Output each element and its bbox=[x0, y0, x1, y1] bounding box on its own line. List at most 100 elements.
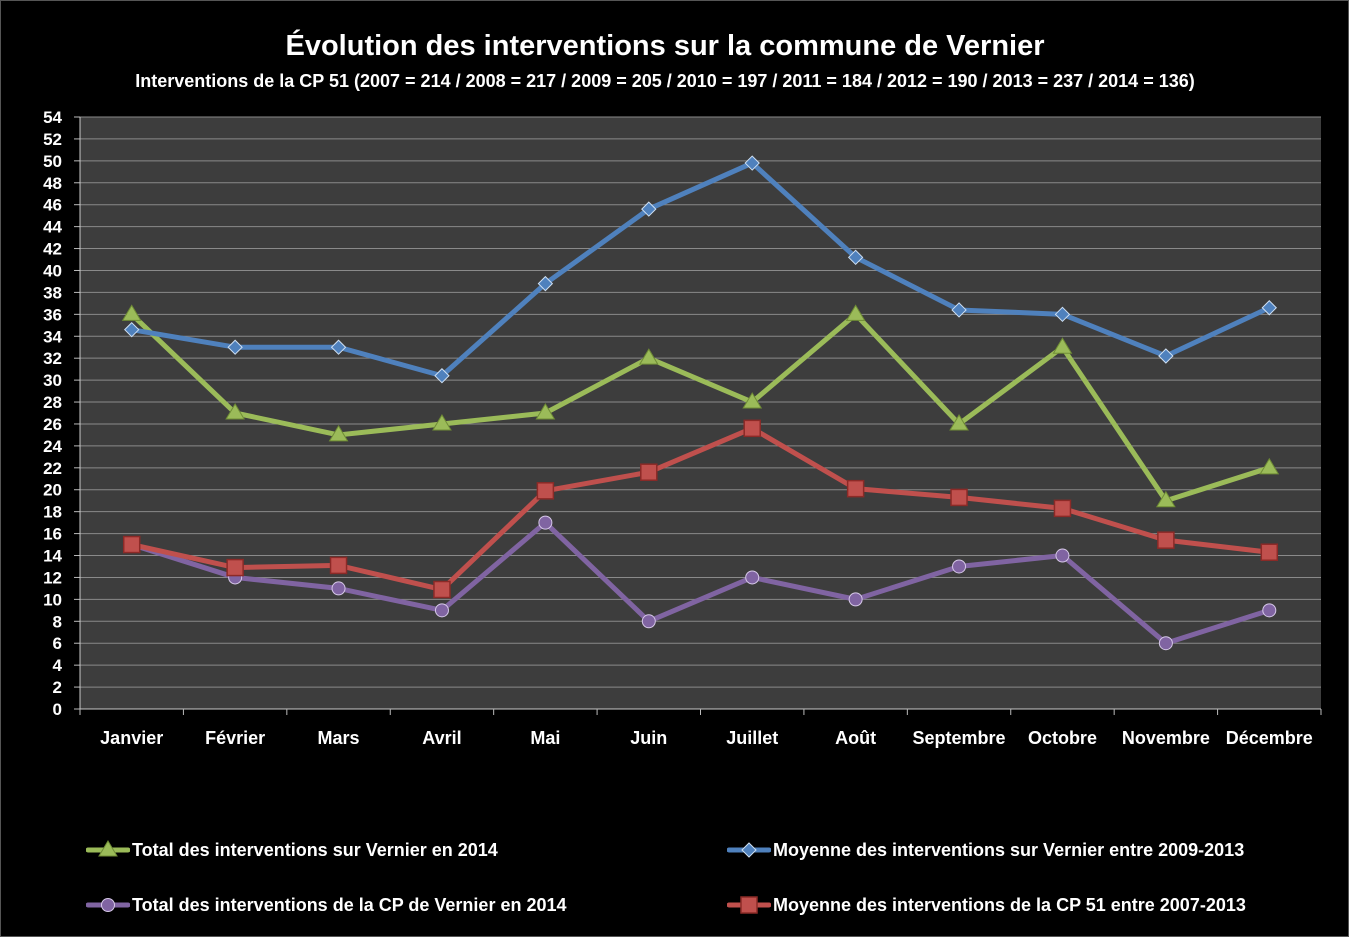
y-tick-label: 10 bbox=[43, 590, 62, 609]
data-point-circle bbox=[745, 570, 760, 585]
y-tick-label: 50 bbox=[43, 152, 62, 171]
y-tick-label: 12 bbox=[43, 568, 62, 587]
x-tick-label: Avril bbox=[422, 728, 461, 748]
data-point-square bbox=[640, 463, 658, 481]
y-axis-ticks: 0246810121416182022242628303234363840424… bbox=[43, 108, 62, 719]
data-point-triangle bbox=[845, 304, 866, 321]
x-tick-label: Août bbox=[835, 728, 876, 748]
data-point-square bbox=[740, 896, 758, 914]
data-point-diamond bbox=[1054, 306, 1071, 323]
y-tick-label: 44 bbox=[43, 218, 62, 237]
data-point-triangle bbox=[1155, 490, 1176, 508]
data-point-square bbox=[846, 479, 865, 498]
data-point-triangle bbox=[225, 403, 246, 420]
data-point-circle bbox=[1055, 548, 1070, 563]
gridlines bbox=[74, 116, 1321, 710]
legend-diamond-marker bbox=[727, 842, 771, 858]
y-tick-label: 28 bbox=[43, 393, 62, 412]
x-tick-label: Mai bbox=[530, 728, 560, 748]
x-tick-label: Septembre bbox=[913, 728, 1006, 748]
x-tick-label: Juillet bbox=[726, 728, 778, 748]
y-tick-label: 4 bbox=[53, 656, 63, 675]
data-point-diamond bbox=[741, 842, 757, 858]
legend-triangle-marker bbox=[86, 840, 130, 857]
data-point-square bbox=[536, 482, 555, 500]
data-point-circle bbox=[1262, 603, 1277, 618]
legend-item-blue-average-2009-2013: Moyenne des interventions sur Vernier en… bbox=[727, 838, 1244, 862]
series-line bbox=[129, 425, 1272, 593]
x-tick-label: Juin bbox=[630, 728, 667, 748]
y-tick-label: 38 bbox=[43, 283, 62, 302]
data-point-square bbox=[1157, 531, 1175, 549]
data-point-diamond bbox=[1261, 300, 1277, 316]
y-tick-label: 8 bbox=[53, 612, 62, 631]
data-point-square bbox=[950, 488, 968, 507]
legend-item-purple-cp-2014: Total des interventions de la CP de Vern… bbox=[86, 893, 567, 917]
data-point-circle bbox=[331, 581, 346, 596]
y-tick-label: 6 bbox=[53, 634, 62, 653]
legend-label: Total des interventions sur Vernier en 2… bbox=[132, 839, 498, 860]
plot-area bbox=[80, 117, 1321, 709]
x-tick-label: Décembre bbox=[1226, 728, 1313, 748]
y-tick-label: 24 bbox=[43, 437, 62, 456]
series-line bbox=[129, 520, 1272, 646]
data-point-triangle bbox=[742, 392, 763, 409]
legend-item-green-total-2014: Total des interventions sur Vernier en 2… bbox=[86, 838, 498, 862]
legend-label: Moyenne des interventions de la CP 51 en… bbox=[773, 894, 1246, 915]
data-point-diamond bbox=[951, 302, 967, 318]
data-point-triangle bbox=[1052, 337, 1073, 354]
x-tick-label: Octobre bbox=[1028, 728, 1097, 748]
legend-label: Total des interventions de la CP de Vern… bbox=[132, 894, 567, 915]
data-point-circle bbox=[848, 592, 863, 607]
y-tick-label: 18 bbox=[43, 503, 62, 522]
y-tick-label: 54 bbox=[43, 108, 62, 127]
y-tick-label: 36 bbox=[43, 305, 62, 324]
x-tick-label: Janvier bbox=[100, 728, 163, 748]
chart-title: Évolution des interventions sur la commu… bbox=[285, 30, 1045, 62]
y-tick-label: 32 bbox=[43, 349, 62, 368]
data-point-circle bbox=[952, 559, 967, 574]
y-tick-label: 52 bbox=[43, 130, 62, 149]
data-point-circle bbox=[641, 614, 656, 629]
legend-square-marker bbox=[727, 896, 771, 914]
x-tick-label: Février bbox=[205, 728, 265, 748]
data-point-square bbox=[743, 419, 761, 438]
data-point-triangle bbox=[949, 413, 969, 431]
data-point-triangle bbox=[1259, 457, 1280, 475]
y-tick-label: 2 bbox=[53, 678, 62, 697]
data-point-circle bbox=[101, 898, 115, 912]
y-tick-label: 48 bbox=[43, 174, 62, 193]
data-point-square bbox=[433, 580, 451, 599]
data-point-circle bbox=[1158, 636, 1173, 651]
data-point-diamond bbox=[330, 339, 347, 355]
series-square bbox=[122, 419, 1279, 599]
series-diamond bbox=[124, 155, 1277, 384]
legend-item-red-cp-average: Moyenne des interventions de la CP 51 en… bbox=[727, 893, 1246, 917]
y-tick-label: 34 bbox=[43, 327, 62, 346]
y-tick-label: 22 bbox=[43, 459, 62, 478]
x-axis-ticks: Janvier Février Mars Avril Mai Juin Juillet Aoû… bbox=[79, 709, 1322, 748]
y-tick-label: 20 bbox=[43, 481, 62, 500]
y-tick-label: 0 bbox=[53, 700, 62, 719]
data-point-diamond bbox=[847, 249, 864, 266]
data-point-diamond bbox=[124, 321, 140, 338]
series-line bbox=[129, 160, 1272, 379]
y-tick-label: 46 bbox=[43, 196, 62, 215]
data-point-triangle bbox=[638, 348, 659, 365]
data-point-diamond bbox=[641, 201, 657, 217]
series-triangle bbox=[121, 304, 1280, 508]
y-tick-label: 30 bbox=[43, 371, 62, 390]
data-point-square bbox=[1260, 543, 1279, 561]
y-tick-label: 26 bbox=[43, 415, 62, 434]
data-point-triangle bbox=[98, 840, 118, 857]
data-point-triangle bbox=[121, 304, 142, 321]
data-point-square bbox=[329, 556, 348, 575]
data-point-square bbox=[226, 558, 244, 577]
data-point-diamond bbox=[227, 339, 243, 355]
x-tick-label: Novembre bbox=[1122, 728, 1210, 748]
data-point-circle bbox=[538, 515, 553, 530]
data-point-triangle bbox=[535, 403, 556, 420]
series-layer bbox=[121, 155, 1280, 651]
data-point-square bbox=[122, 535, 141, 554]
